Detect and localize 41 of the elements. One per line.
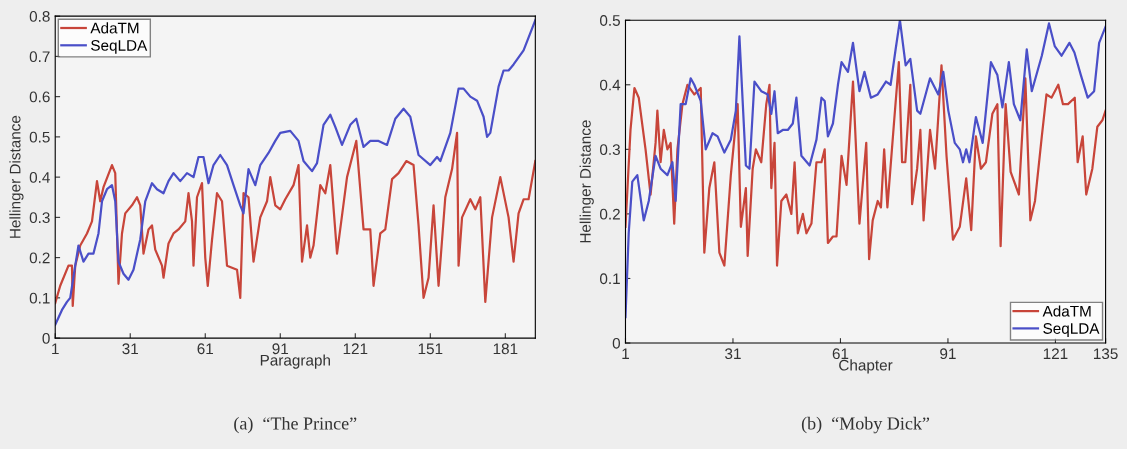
x-tick-label: 181 (493, 343, 518, 355)
x-tick-label: 31 (122, 343, 138, 355)
y-tick-label: 0.2 (599, 208, 620, 220)
x-tick-label: 1 (52, 343, 59, 355)
line-series (55, 19, 536, 326)
y-tick-label: 0.1 (29, 292, 50, 304)
text: (a) “The Prince” (234, 416, 357, 434)
y-tick-label: 0.3 (29, 212, 50, 224)
y-tick-label: 0 (42, 332, 50, 344)
x-tick-label: 121 (1043, 348, 1068, 359)
y-tick-label: 0.1 (599, 273, 620, 285)
line-series (55, 131, 536, 308)
y-axis-title: Hellinger Distance (9, 115, 24, 238)
x-tick-label: 31 (725, 348, 741, 360)
x-tick-label: 61 (197, 343, 214, 355)
y-tick-label: 0.5 (599, 15, 620, 26)
x-tick-label: 1 (622, 348, 629, 359)
y-axis-title: Hellinger Distance (579, 120, 594, 243)
legend-label: AdaTM (90, 22, 139, 34)
x-axis-title: Chapter (839, 359, 893, 374)
x-tick-label: 121 (343, 343, 368, 355)
y-tick-label: 0.8 (29, 11, 50, 22)
legend-label: AdaTM (1042, 305, 1091, 317)
y-tick-label: 0.3 (599, 144, 620, 156)
x-tick-label: 91 (940, 348, 956, 360)
line-series (625, 61, 1106, 267)
y-tick-label: 0.4 (29, 172, 50, 183)
x-tick-label: 91 (272, 343, 289, 355)
y-tick-label: 0.4 (599, 79, 621, 91)
y-tick-label: 0.5 (29, 131, 50, 143)
y-tick-label: 0 (612, 337, 621, 349)
x-tick-label: 135 (1094, 348, 1118, 360)
y-tick-label: 0.2 (29, 252, 50, 264)
legend-label: SeqLDA (1043, 323, 1100, 337)
x-tick-label: 61 (832, 348, 849, 360)
text: (b) “Moby Dick” (801, 416, 930, 434)
x-axis-title: Paragraph (260, 354, 330, 369)
legend-label: SeqLDA (91, 39, 148, 54)
x-tick-label: 151 (418, 343, 443, 355)
y-tick-label: 0.6 (29, 91, 50, 103)
y-tick-label: 0.7 (29, 51, 50, 63)
